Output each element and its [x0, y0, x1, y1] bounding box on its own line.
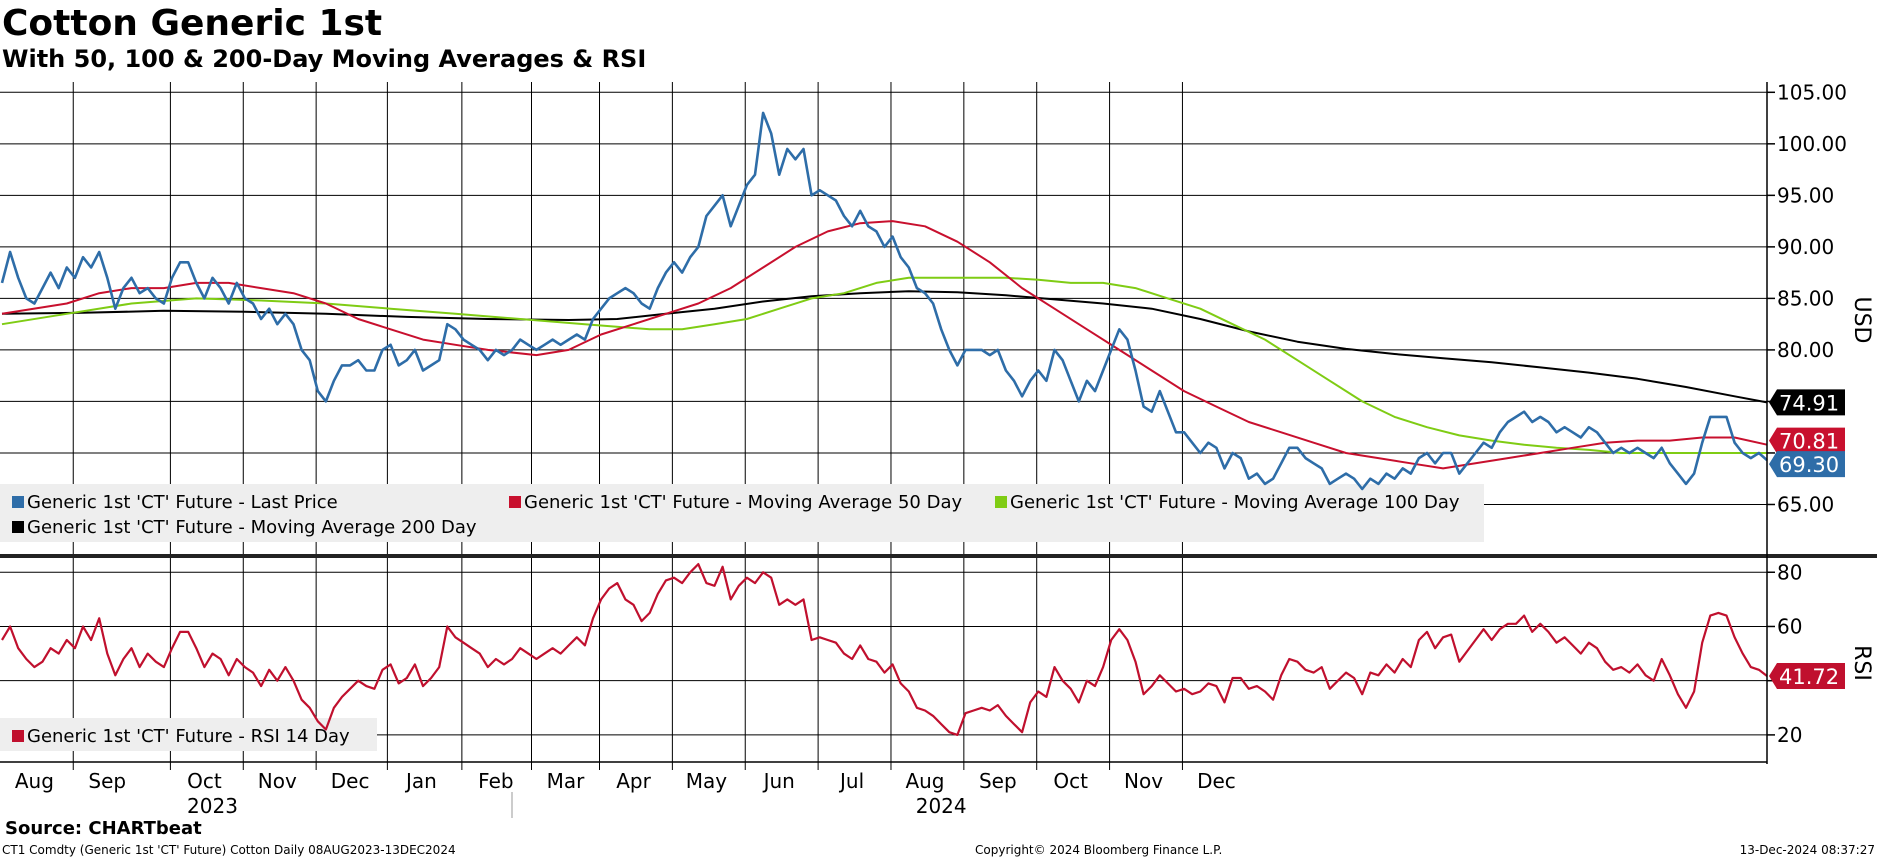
rsi-last-value-text: 41.72 [1779, 665, 1839, 689]
rsi-legend-swatch [12, 730, 24, 742]
price-axis-tick-label: 100.00 [1777, 132, 1847, 156]
x-month-label: Feb [478, 769, 513, 793]
ma200-line [1, 290, 1768, 404]
chart-title: Cotton Generic 1st [2, 3, 383, 44]
footer-timestamp: 13-Dec-2024 08:37:27 [1739, 843, 1875, 857]
footer-ticker-info: CT1 Comdty (Generic 1st 'CT' Future) Cot… [2, 843, 456, 857]
price-legend-label: Generic 1st 'CT' Future - Moving Average… [27, 517, 477, 538]
price-legend-swatch [509, 496, 521, 508]
x-month-label: Jul [838, 769, 864, 793]
x-month-label: Oct [1053, 769, 1088, 793]
ma200-last-value: 74.91 [1769, 389, 1845, 416]
price-legend-label: Generic 1st 'CT' Future - Last Price [27, 492, 338, 513]
price-axis-title: USD [1849, 296, 1874, 343]
rsi-legend-box [0, 718, 377, 751]
price-axis-tick-label: 65.00 [1777, 492, 1834, 516]
x-month-label: Nov [258, 769, 297, 793]
price-legend-swatch [995, 496, 1007, 508]
rsi-line [1, 563, 1768, 736]
x-month-label: Jan [404, 769, 437, 793]
x-month-label: Sep [88, 769, 126, 793]
x-month-label: Aug [15, 769, 54, 793]
ma200-last-value-bg [1769, 389, 1845, 416]
ma50-last-value-bg [1769, 427, 1845, 454]
price-axis-tick-label: 85.00 [1777, 286, 1834, 310]
price-axis-tick-label: 80.00 [1777, 338, 1834, 362]
rsi-axis-tick-label: 80 [1777, 560, 1802, 584]
series-lines [0, 111, 1768, 736]
rsi-axis-title: RSI [1849, 645, 1874, 681]
ma100-line [1, 276, 1767, 454]
price-legend-swatch [12, 496, 24, 508]
x-month-label: Sep [979, 769, 1017, 793]
chart-subtitle: With 50, 100 & 200-Day Moving Averages &… [2, 45, 647, 73]
x-month-label: Dec [1197, 769, 1236, 793]
ma50-line [1, 220, 1768, 470]
price-legend-swatch [12, 521, 24, 533]
rsi-axis-tick-label: 20 [1777, 723, 1802, 747]
x-month-label: Aug [905, 769, 944, 793]
legend: Generic 1st 'CT' Future - Last Price Gene… [0, 484, 1484, 751]
rsi-last-value-bg [1769, 663, 1845, 690]
price-legend-box [0, 484, 1484, 542]
price-last-value-text: 69.30 [1779, 453, 1839, 477]
price-axis-tick-label: 95.00 [1777, 183, 1834, 207]
x-month-label: Nov [1124, 769, 1163, 793]
ma50-last-value-text: 70.81 [1779, 430, 1839, 454]
x-month-label: Oct [187, 769, 222, 793]
ma200-last-value-text: 74.91 [1779, 391, 1839, 415]
ma50-last-value: 70.81 [1769, 427, 1845, 454]
x-month-label: Jun [762, 769, 795, 793]
x-month-label: Apr [616, 769, 651, 793]
price-axis-tick-label: 105.00 [1777, 80, 1847, 104]
price-legend-label: Generic 1st 'CT' Future - Moving Average… [1010, 492, 1460, 513]
rsi-last-value: 41.72 [1769, 663, 1845, 690]
price-legend-label: Generic 1st 'CT' Future - Moving Average… [524, 492, 962, 513]
footer-copyright: Copyright© 2024 Bloomberg Finance L.P. [975, 843, 1223, 857]
last-price-line [0, 111, 1768, 491]
rsi-axis-tick-label: 60 [1777, 614, 1802, 638]
x-year-label: 2024 [916, 794, 967, 818]
x-month-label: May [686, 769, 728, 793]
axes: 65.0070.0075.0080.0085.0090.0095.00100.0… [0, 80, 1877, 818]
source-note: Source: CHARTbeat [5, 818, 202, 839]
x-month-label: Mar [547, 769, 586, 793]
price-last-value: 69.30 [1769, 451, 1845, 478]
price-last-value-bg [1769, 451, 1845, 478]
rsi-legend-label: Generic 1st 'CT' Future - RSI 14 Day [27, 726, 350, 747]
x-year-label: 2023 [187, 794, 238, 818]
grid-lines [0, 82, 1767, 762]
x-month-label: Dec [331, 769, 370, 793]
price-axis-tick-label: 90.00 [1777, 235, 1834, 259]
